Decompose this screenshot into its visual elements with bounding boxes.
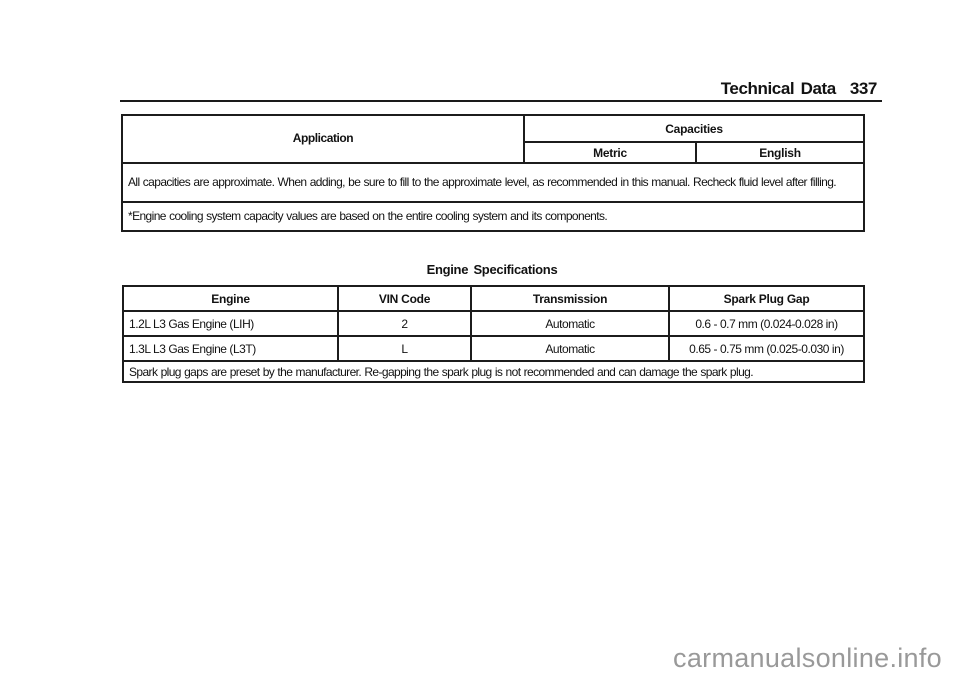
engine-column-header: Engine xyxy=(122,285,339,312)
watermark: carmanualsonline.info xyxy=(673,643,942,673)
table-row: All capacities are approximate. When add… xyxy=(121,162,865,203)
transmission-column-header: Transmission xyxy=(470,285,670,312)
metric-header-cell: Metric xyxy=(523,141,697,164)
table-row: Metric English xyxy=(122,141,865,164)
engine-specs-table: Engine VIN Code Transmission Spark Plug … xyxy=(122,285,865,383)
spark-plug-gap-cell: 0.65 - 0.75 mm (0.025-0.030 in) xyxy=(668,335,865,362)
table-row: *Engine cooling system capacity values a… xyxy=(121,201,865,232)
engine-specs-title: Engine Specifications xyxy=(426,262,558,277)
engine-cell: 1.2L L3 Gas Engine (LIH) xyxy=(122,310,339,337)
spark-plug-gap-cell: 0.6 - 0.7 mm (0.024-0.028 in) xyxy=(668,310,865,337)
page-header: Technical Data 337 xyxy=(120,79,882,99)
cooling-system-note: *Engine cooling system capacity values a… xyxy=(121,201,865,232)
transmission-cell: Automatic xyxy=(470,310,670,337)
table-header-row: Engine VIN Code Transmission Spark Plug … xyxy=(122,285,865,312)
vin-code-cell: 2 xyxy=(337,310,472,337)
table-row: 1.3L L3 Gas Engine (L3T) L Automatic 0.6… xyxy=(122,335,865,362)
header-section-title: Technical Data xyxy=(720,79,837,98)
spark-plug-gap-column-header: Spark Plug Gap xyxy=(668,285,865,312)
vin-code-cell: L xyxy=(337,335,472,362)
capacities-note: All capacities are approximate. When add… xyxy=(121,162,865,203)
spark-plug-footnote: Spark plug gaps are preset by the manufa… xyxy=(122,360,865,383)
capacities-header-cell: Capacities xyxy=(523,114,865,143)
table-row: 1.2L L3 Gas Engine (LIH) 2 Automatic 0.6… xyxy=(122,310,865,337)
vin-code-column-header: VIN Code xyxy=(337,285,472,312)
capacities-table: Application Capacities Metric English Al… xyxy=(121,114,865,232)
english-header-cell: English xyxy=(695,141,865,164)
header-page-number: 337 xyxy=(849,79,878,98)
table-row: Application Capacities xyxy=(121,114,865,164)
transmission-cell: Automatic xyxy=(470,335,670,362)
table-row: Spark plug gaps are preset by the manufa… xyxy=(122,360,865,383)
header-rule xyxy=(120,100,882,102)
engine-cell: 1.3L L3 Gas Engine (L3T) xyxy=(122,335,339,362)
application-header-cell: Application xyxy=(121,114,525,164)
